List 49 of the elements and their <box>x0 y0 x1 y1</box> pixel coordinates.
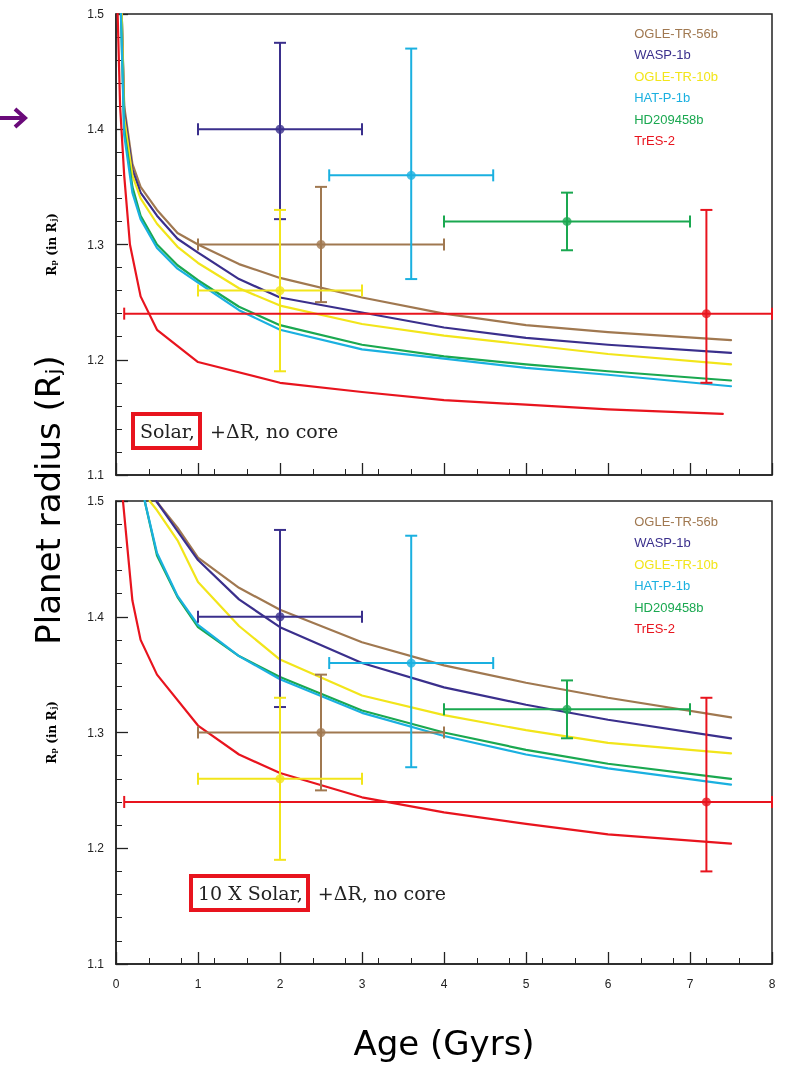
x-tick-label: 0 <box>112 977 120 991</box>
point <box>275 124 285 134</box>
x-tick-label: 3 <box>358 977 366 991</box>
text: HD209458b <box>634 599 704 615</box>
y-tick-label: 1.4 <box>87 609 105 624</box>
x-tick-label: 5 <box>522 977 530 991</box>
text: WASP-1b <box>634 535 691 550</box>
text: TrES-2 <box>634 621 675 636</box>
annotation: 10 X Solar, +ΔR, no core <box>197 882 446 904</box>
x-tick-label: 8 <box>768 977 776 991</box>
y-axis-title: Rₚ (in Rⱼ) <box>45 701 59 764</box>
text: TrES-2 <box>634 133 675 148</box>
point <box>406 658 416 668</box>
y-axis-title: Rₚ (in Rⱼ) <box>45 213 59 276</box>
point <box>316 240 326 249</box>
text: OGLE-TR-10b <box>634 556 719 572</box>
y-tick-label: 1.3 <box>87 725 105 740</box>
y-tick-label: 1.5 <box>87 494 105 508</box>
x-axis-title: Age (Gyrs) <box>353 1023 535 1063</box>
text: HAT-P-1b <box>634 90 691 105</box>
text: OGLE-TR-10b <box>634 68 719 84</box>
x-tick-label: 2 <box>276 977 284 991</box>
y-tick-label: 1.2 <box>87 841 105 856</box>
text: HAT-P-1b <box>634 578 691 593</box>
y-tick-label: 1.2 <box>87 352 105 367</box>
point <box>701 797 711 807</box>
point <box>701 309 711 319</box>
y-tick-label: 1.1 <box>87 468 105 482</box>
text: HD209458b <box>634 111 704 127</box>
text: WASP-1b <box>634 47 691 62</box>
point <box>562 704 572 714</box>
text: OGLE-TR-56b <box>634 25 719 41</box>
text: Planet radius (Rⱼ) <box>28 355 68 645</box>
x-tick-label: 7 <box>686 977 694 991</box>
x-tick-label: 1 <box>194 977 202 991</box>
point <box>275 774 285 784</box>
point <box>562 216 572 226</box>
point <box>316 728 326 737</box>
text: OGLE-TR-56b <box>634 513 719 529</box>
x-tick-label: 6 <box>604 977 612 991</box>
x-tick-label: 4 <box>440 977 448 991</box>
y-tick-label: 1.4 <box>87 122 105 137</box>
point <box>275 286 285 296</box>
point <box>406 170 416 180</box>
y-tick-label: 1.5 <box>87 7 105 21</box>
annotation: Solar, +ΔR, no core <box>139 420 339 442</box>
y-tick-label: 1.3 <box>87 237 105 252</box>
point <box>275 612 285 622</box>
y-tick-label: 1.1 <box>87 957 105 971</box>
